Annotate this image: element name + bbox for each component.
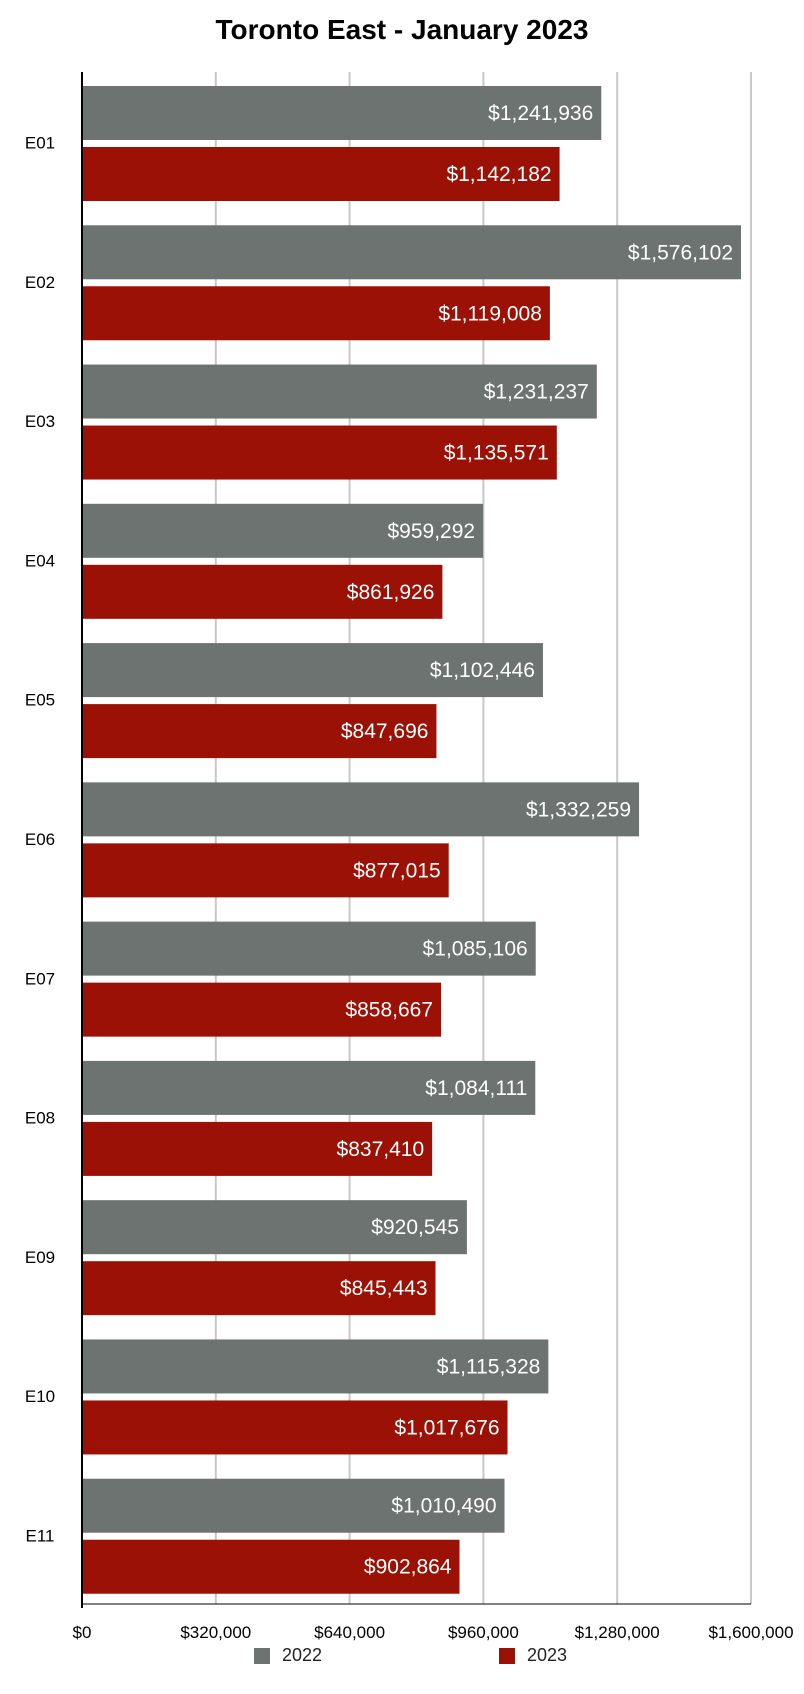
data-label: $1,115,328 — [437, 1355, 541, 1378]
data-label: $1,017,676 — [394, 1416, 499, 1439]
legend-item-2023: 2023 — [499, 1645, 567, 1666]
data-label: $1,010,490 — [391, 1495, 496, 1518]
bar-2023-E09 — [82, 1261, 436, 1316]
data-label: $1,084,111 — [425, 1077, 527, 1100]
bar-2022-E03 — [82, 364, 597, 419]
bar-2023-E01 — [82, 147, 560, 201]
category-label-E04: E04 — [25, 551, 55, 570]
bar-2023-E02 — [82, 286, 550, 341]
data-label: $1,085,106 — [423, 938, 528, 961]
bar-2023-E04 — [82, 564, 443, 619]
data-label: $877,015 — [353, 859, 441, 882]
category-label-E01: E01 — [25, 134, 55, 153]
category-label-E10: E10 — [25, 1387, 55, 1406]
bar-2022-E11 — [82, 1478, 505, 1533]
data-label: $1,576,102 — [628, 241, 733, 264]
legend-label-2022: 2022 — [282, 1645, 323, 1665]
category-label-E11: E11 — [26, 1526, 55, 1545]
data-label: $1,332,259 — [526, 798, 631, 821]
bar-2022-E02 — [82, 225, 742, 280]
data-label: $920,545 — [371, 1216, 459, 1239]
bar-2023-E10 — [82, 1400, 508, 1455]
legend-label-2023: 2023 — [527, 1645, 568, 1665]
category-label-E09: E09 — [25, 1248, 55, 1267]
data-label: $1,119,008 — [438, 302, 542, 325]
bar-2023-E06 — [82, 843, 449, 898]
bar-2022-E06 — [82, 782, 640, 837]
data-label: $837,410 — [337, 1138, 425, 1161]
bar-2022-E10 — [82, 1339, 549, 1394]
category-label-E02: E02 — [25, 273, 55, 292]
category-label-E06: E06 — [25, 830, 55, 849]
category-label-E03: E03 — [25, 412, 55, 431]
data-label: $845,443 — [340, 1277, 428, 1300]
data-label: $959,292 — [388, 520, 476, 543]
category-label-E08: E08 — [25, 1109, 55, 1128]
data-label: $861,926 — [347, 581, 435, 604]
x-tick-label: $0 — [73, 1623, 92, 1642]
data-label: $1,241,936 — [488, 102, 593, 125]
data-label: $1,102,446 — [430, 659, 535, 682]
bar-2022-E05 — [82, 643, 543, 698]
data-label: $902,864 — [364, 1556, 452, 1579]
category-label-E05: E05 — [25, 691, 55, 710]
bar-2022-E04 — [82, 503, 484, 558]
bar-2022-E08 — [82, 1060, 536, 1115]
bar-2023-E07 — [82, 982, 442, 1037]
legend-swatch-2023 — [499, 1647, 515, 1664]
x-tick-label: $640,000 — [314, 1623, 385, 1642]
data-label: $1,135,571 — [444, 442, 549, 465]
bar-2023-E11 — [82, 1539, 460, 1594]
bar-2023-E08 — [82, 1121, 433, 1176]
data-label: $847,696 — [341, 720, 429, 743]
x-tick-label: $1,600,000 — [708, 1623, 793, 1642]
chart-title: Toronto East - January 2023 — [215, 14, 589, 45]
legend-item-2022: 2022 — [254, 1645, 322, 1666]
data-label: $1,142,182 — [446, 163, 551, 186]
x-tick-label: $960,000 — [448, 1623, 519, 1642]
x-tick-label: $320,000 — [180, 1623, 251, 1642]
bar-2022-E07 — [82, 921, 536, 976]
bar-2022-E09 — [82, 1200, 467, 1255]
data-label: $858,667 — [345, 999, 433, 1022]
data-label: $1,231,237 — [484, 381, 589, 404]
category-label-E07: E07 — [25, 969, 55, 988]
bar-2023-E05 — [82, 704, 437, 759]
legend-swatch-2022 — [254, 1647, 270, 1664]
bar-2023-E03 — [82, 425, 557, 480]
x-tick-label: $1,280,000 — [575, 1623, 660, 1642]
legend: 2022 2023 — [0, 1645, 804, 1675]
bar-2022-E01 — [82, 86, 602, 140]
